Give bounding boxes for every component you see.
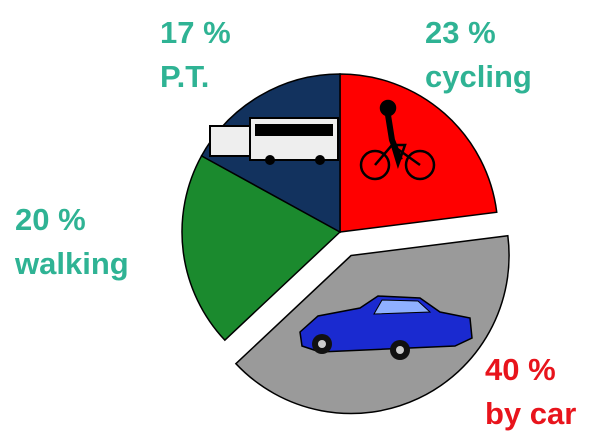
category-label: walking bbox=[14, 246, 129, 281]
category-label: cycling bbox=[425, 59, 532, 94]
category-label: P.T. bbox=[160, 59, 209, 94]
value-label: 40 % bbox=[485, 352, 556, 387]
pie bbox=[182, 74, 509, 414]
value-label: 17 % bbox=[160, 15, 231, 50]
value-label: 20 % bbox=[15, 202, 86, 237]
chart: 23 % cycling 40 % by car 20 % walking 17 % P.T. bbox=[0, 0, 609, 439]
value-label: 23 % bbox=[425, 15, 496, 50]
category-label: by car bbox=[485, 396, 576, 431]
pie-slice bbox=[340, 74, 497, 232]
